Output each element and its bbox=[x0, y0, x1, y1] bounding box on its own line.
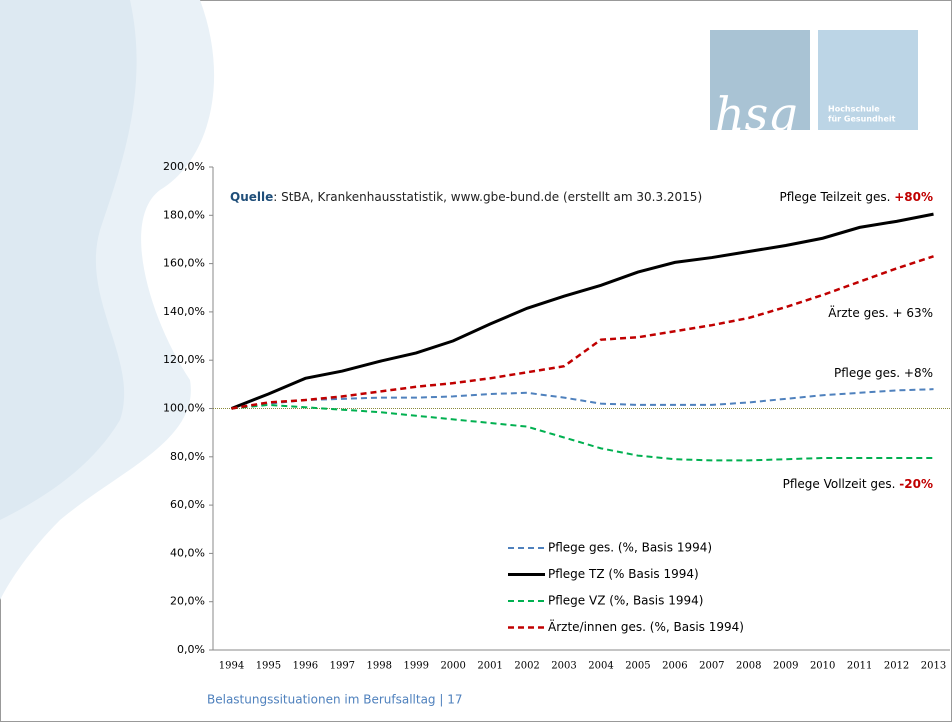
x-tick-label: 1997 bbox=[330, 661, 355, 672]
x-tick-label: 2002 bbox=[514, 661, 539, 672]
legend-label: Pflege VZ (%, Basis 1994) bbox=[548, 594, 703, 608]
legend-label: Ärzte/innen ges. (%, Basis 1994) bbox=[548, 619, 744, 634]
y-tick-label: 200,0% bbox=[163, 160, 205, 173]
source-note: Quelle: StBA, Krankenhausstatistik, www.… bbox=[230, 190, 702, 204]
y-tick-label: 100,0% bbox=[163, 402, 205, 415]
annotation-text: Pflege Vollzeit ges. bbox=[783, 477, 900, 491]
y-tick-label: 160,0% bbox=[163, 257, 205, 270]
annotation-text: Pflege ges. +8% bbox=[834, 366, 933, 380]
x-tick-label: 2008 bbox=[736, 661, 761, 672]
x-tick-label: 1995 bbox=[256, 661, 281, 672]
x-tick-label: 2013 bbox=[921, 661, 946, 672]
annotation-text: Pflege Teilzeit ges. bbox=[779, 190, 894, 204]
x-tick-label: 2012 bbox=[884, 661, 909, 672]
x-tick-label: 1996 bbox=[293, 661, 318, 672]
x-tick-label: 2000 bbox=[440, 661, 465, 672]
x-tick-label: 2001 bbox=[477, 661, 502, 672]
y-tick-label: 20,0% bbox=[170, 595, 205, 608]
y-tick-label: 80,0% bbox=[170, 450, 205, 463]
x-tick-label: 1998 bbox=[367, 661, 392, 672]
legend-label: Pflege ges. (%, Basis 1994) bbox=[548, 541, 712, 555]
x-tick-label: 2009 bbox=[773, 661, 798, 672]
annotation: Pflege ges. +8% bbox=[834, 366, 933, 380]
x-tick-label: 2006 bbox=[662, 661, 687, 672]
annotation-highlight: -20% bbox=[899, 477, 933, 491]
x-tick-label: 2004 bbox=[588, 661, 613, 672]
logo-text: Hochschule bbox=[828, 105, 880, 114]
footer: Belastungssituationen im Berufsalltag | … bbox=[207, 693, 463, 707]
y-tick-label: 180,0% bbox=[163, 208, 205, 221]
x-tick-label: 2007 bbox=[699, 661, 724, 672]
annotation-highlight: +80% bbox=[894, 190, 933, 204]
x-tick-label: 2010 bbox=[810, 661, 835, 672]
annotation: Ärzte ges. + 63% bbox=[828, 305, 933, 320]
source-label: Quelle bbox=[230, 190, 273, 204]
y-tick-label: 0,0% bbox=[177, 643, 205, 656]
source-text: : StBA, Krankenhausstatistik, www.gbe-bu… bbox=[273, 190, 702, 204]
x-tick-label: 2003 bbox=[551, 661, 576, 672]
x-tick-label: 2005 bbox=[625, 661, 650, 672]
x-tick-label: 1994 bbox=[219, 661, 244, 672]
legend-label: Pflege TZ (% Basis 1994) bbox=[548, 567, 699, 581]
y-tick-label: 140,0% bbox=[163, 305, 205, 318]
logo-mark: hsg bbox=[715, 87, 798, 141]
y-tick-label: 120,0% bbox=[163, 353, 205, 366]
y-tick-label: 60,0% bbox=[170, 498, 205, 511]
y-tick-label: 40,0% bbox=[170, 546, 205, 559]
x-tick-label: 1999 bbox=[403, 661, 428, 672]
x-tick-label: 2011 bbox=[847, 661, 872, 672]
slide: hsg Hochschule für Gesundheit Quelle: St… bbox=[0, 0, 952, 722]
annotation-text: Ärzte ges. + 63% bbox=[828, 305, 933, 320]
annotation: Pflege Teilzeit ges. +80% bbox=[779, 190, 933, 204]
logo-text: für Gesundheit bbox=[828, 115, 896, 124]
annotation: Pflege Vollzeit ges. -20% bbox=[783, 477, 933, 491]
